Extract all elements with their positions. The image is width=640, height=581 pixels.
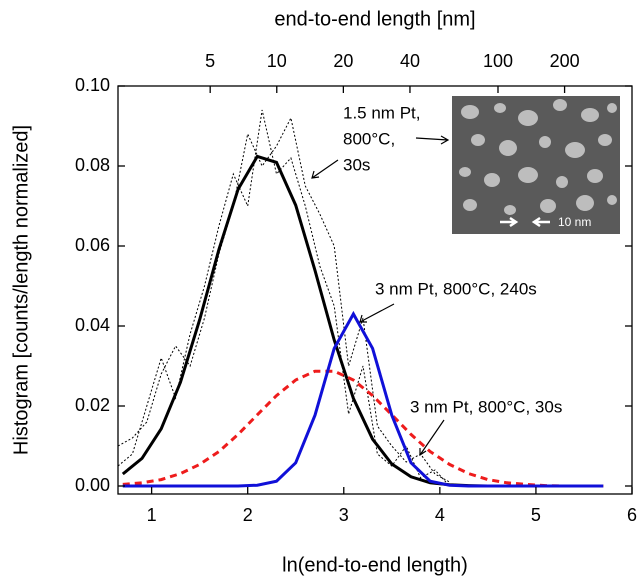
y-tick-label: 0.08 xyxy=(75,155,110,175)
x2-tick-label: 20 xyxy=(333,51,353,71)
x2-tick-label: 5 xyxy=(205,51,215,71)
series-line xyxy=(122,310,604,488)
y-axis-label: Histogram [counts/length normalized] xyxy=(10,125,32,455)
x-tick-label: 1 xyxy=(147,505,157,525)
x-tick-label: 5 xyxy=(531,505,541,525)
x2-tick-label: 200 xyxy=(550,51,580,71)
x-tick-label: 3 xyxy=(339,505,349,525)
y-tick-label: 0.00 xyxy=(75,475,110,495)
scale-label: 10 nm xyxy=(558,215,591,229)
annotation: 3 nm Pt, 800°C, 30s xyxy=(410,397,562,416)
sem-inset: 10 nm xyxy=(452,96,620,234)
y-tick-label: 0.06 xyxy=(75,235,110,255)
scale-arrows xyxy=(500,216,550,228)
top-axis-label: end-to-end length [nm] xyxy=(274,8,475,30)
series-line xyxy=(117,116,450,483)
plot-frame xyxy=(117,85,633,495)
series-line xyxy=(117,109,450,487)
annotation: 1.5 nm Pt, xyxy=(343,103,420,122)
x-tick-label: 4 xyxy=(435,505,445,525)
x-axis-label: ln(end-to-end length) xyxy=(282,554,468,576)
series-line xyxy=(122,369,604,488)
x2-tick-label: 40 xyxy=(400,51,420,71)
annotation: 30s xyxy=(343,155,370,174)
x-tick-label: 6 xyxy=(627,505,637,525)
y-tick-label: 0.04 xyxy=(75,315,110,335)
particles xyxy=(459,99,617,215)
annotation: 800°C, xyxy=(343,129,395,148)
annotation: 3 nm Pt, 800°C, 240s xyxy=(375,279,537,298)
y-tick-label: 0.02 xyxy=(75,395,110,415)
x2-tick-label: 10 xyxy=(267,51,287,71)
x2-tick-label: 100 xyxy=(483,51,513,71)
x-tick-label: 2 xyxy=(243,505,253,525)
annotations: 1.5 nm Pt, 800°C, 30s 3 nm Pt, 800°C, 24… xyxy=(311,103,562,457)
y-tick-label: 0.10 xyxy=(75,75,110,95)
annotation-arrows xyxy=(311,135,450,457)
